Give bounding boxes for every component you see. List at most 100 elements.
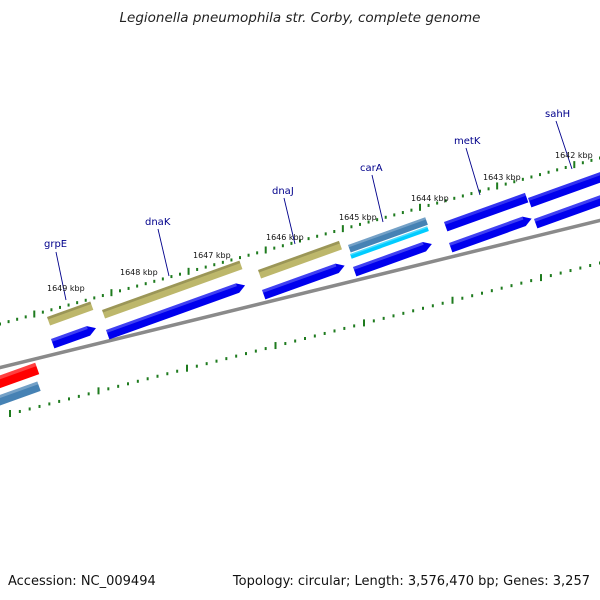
minor-tick [431,304,434,308]
feature-sahh-upper-shine [528,170,600,201]
major-tick [33,310,36,318]
minor-tick [481,291,483,295]
minor-tick [581,161,584,165]
label-leader-group [55,120,573,301]
minor-tick [313,334,316,338]
minor-tick [101,294,104,298]
minor-tick [343,326,346,330]
minor-tick [28,407,31,411]
major-tick [451,296,454,304]
gene-label-dnaj: dnaJ [272,186,294,197]
genome-stats-text: Topology: circular; Length: 3,576,470 bp… [232,574,590,589]
minor-tick [323,331,326,335]
gene-label-grpe: grpE [44,239,67,250]
minor-tick [487,187,490,191]
gene-label-cara: carA [360,163,383,174]
backbone-line [0,218,600,370]
minor-tick [559,271,562,275]
minor-tick [294,339,297,343]
minor-tick [422,306,424,310]
feature-dnak-body [106,283,246,340]
feature-sahh-body [534,191,600,229]
tick-ring-inner [9,261,600,417]
feature-grpe-shine [51,326,88,342]
minor-tick [195,364,198,368]
feature-cara-body [353,241,432,277]
feature-group [0,170,600,407]
tick-ring-outer [0,156,600,326]
minor-tick [87,392,90,396]
minor-tick [196,267,199,271]
feature-left-steel [0,381,41,407]
minor-tick [504,182,507,186]
major-tick [540,274,542,282]
minor-tick [539,173,541,177]
minor-tick [48,402,51,406]
feature-dnaj-body [262,263,345,300]
feature-cara-mid [350,226,429,259]
minor-tick [170,275,173,279]
tick-label-1649: 1649 kbp [47,284,85,293]
minor-tick [281,244,284,248]
tick-label-1644: 1644 kbp [411,194,449,203]
gene-label-dnak: dnaK [145,217,171,228]
label-leader-line [555,120,573,170]
feature-metk [449,216,532,253]
minor-tick [333,230,336,234]
map-title: Legionella pneumophila str. Corby, compl… [119,10,481,26]
minor-tick [441,301,444,305]
feature-cara-upper-shine [348,217,426,248]
major-tick [9,410,11,417]
minor-tick [589,264,592,268]
gene-label-metk: metK [454,136,481,147]
minor-tick [513,180,516,184]
minor-tick [176,369,179,373]
feature-grpe-upper-body [47,301,94,326]
feature-left-red-body [0,362,40,391]
minor-tick [136,379,139,383]
feature-left-red [0,362,40,391]
minor-tick [235,354,238,358]
major-tick [341,225,344,233]
feature-dnak-upper-shine [102,260,241,313]
feature-cara-upper [348,217,428,253]
major-tick [496,182,499,190]
feature-cara-upper-body [348,217,428,253]
minor-tick [530,279,533,283]
minor-tick [564,165,567,169]
minor-tick [521,177,524,181]
minor-tick [579,266,582,270]
minor-tick [500,286,503,290]
minor-tick [367,220,370,224]
gene-label-sahh: sahH [545,109,570,120]
feature-metk-upper-body [444,192,529,232]
minor-tick [18,409,21,413]
minor-tick [556,168,559,172]
minor-tick [359,222,361,226]
major-tick [419,203,421,211]
minor-tick [510,284,513,288]
major-tick [110,289,113,297]
minor-tick [205,362,208,366]
minor-tick [247,253,250,257]
minor-tick [461,194,464,198]
minor-tick [119,289,121,293]
feature-metk-shine [449,216,524,246]
minor-tick [376,218,379,222]
minor-tick [239,256,241,260]
minor-tick [213,263,216,267]
minor-tick [16,317,19,321]
minor-tick [264,347,267,351]
minor-tick [382,316,385,320]
minor-tick [256,251,259,255]
minor-tick [41,310,44,314]
minor-tick [304,337,306,340]
minor-tick [127,286,130,290]
minor-tick [0,322,1,326]
minor-tick [520,281,523,285]
minor-tick [490,289,493,293]
minor-tick [93,296,96,300]
feature-left-steel-shine [0,381,39,400]
minor-tick [146,377,149,381]
minor-tick [68,397,70,401]
